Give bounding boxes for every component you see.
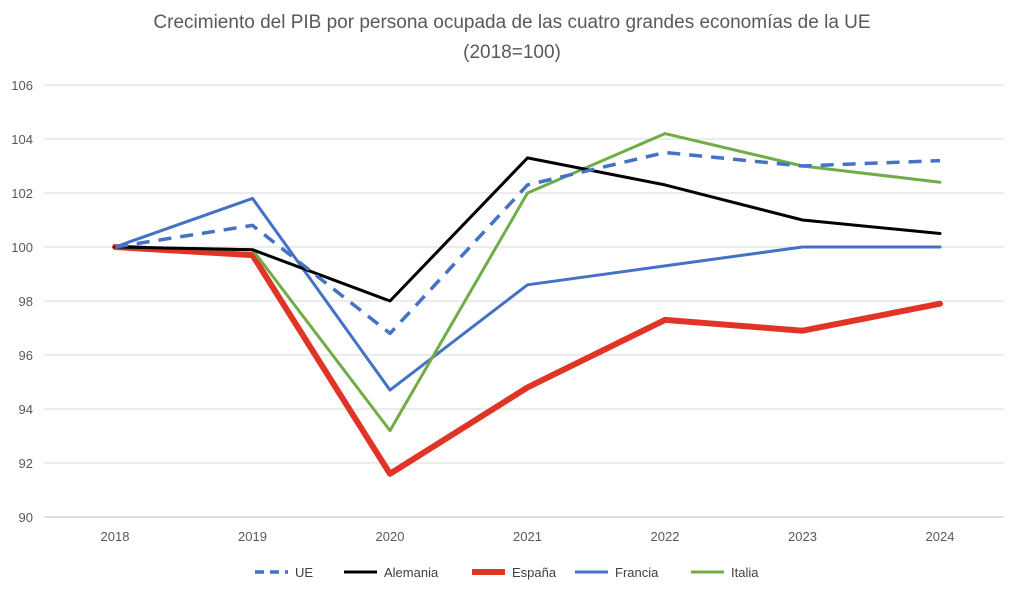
y-tick-label: 98 [19,294,33,309]
x-tick-label: 2024 [926,529,955,544]
legend-label: Alemania [384,565,439,580]
series-lines [112,132,943,477]
x-tick-label: 2020 [376,529,405,544]
legend-label: Francia [615,565,659,580]
y-tick-label: 106 [11,78,33,93]
series-line-francia [113,196,942,392]
x-tick-label: 2021 [513,529,542,544]
y-tick-label: 90 [19,510,33,525]
x-axis-ticks: 2018 2019 2020 2021 2022 2023 2024 [101,529,955,544]
y-tick-label: 100 [11,240,33,255]
x-tick-label: 2018 [101,529,130,544]
y-tick-label: 102 [11,186,33,201]
legend-label: Italia [731,565,759,580]
series-line-ue [114,150,941,336]
y-tick-label: 104 [11,132,33,147]
chart-subtitle: (2018=100) [463,42,561,63]
y-axis-ticks: 90 92 94 96 98 100 102 104 106 [11,78,33,525]
y-tick-label: 92 [19,456,33,471]
y-tick-label: 96 [19,348,33,363]
legend-label: UE [295,565,313,580]
x-tick-label: 2019 [238,529,267,544]
legend: UE Alemania España Francia Italia [255,565,759,580]
x-tick-label: 2023 [788,529,817,544]
x-tick-label: 2022 [651,529,680,544]
series-line-alemania [113,156,942,303]
series-line-españa [112,244,943,477]
gridlines [44,84,1004,518]
legend-label: España [512,565,557,580]
chart-title: Crecimiento del PIB por persona ocupada … [153,12,870,33]
y-tick-label: 94 [19,402,33,417]
